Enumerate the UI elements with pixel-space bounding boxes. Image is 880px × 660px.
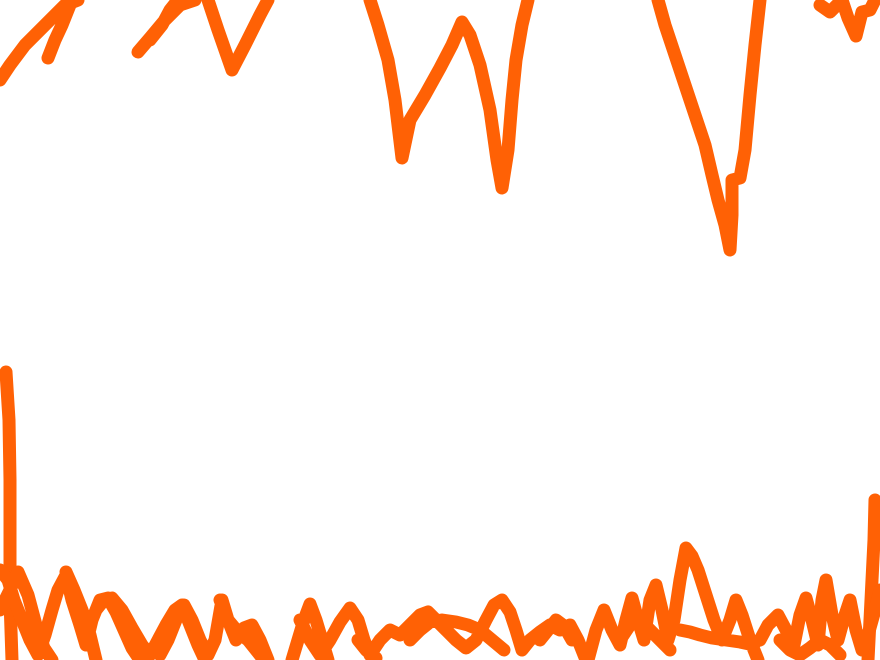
- top-zigzag-right: [651, 0, 767, 257]
- top-right-scribble: [813, 0, 880, 43]
- top-zigzag-left: [0, 0, 275, 87]
- top-zigzag-center: [363, 0, 535, 195]
- left-vertical-stroke: [0, 365, 19, 660]
- bottom-scribble-band: [0, 541, 880, 660]
